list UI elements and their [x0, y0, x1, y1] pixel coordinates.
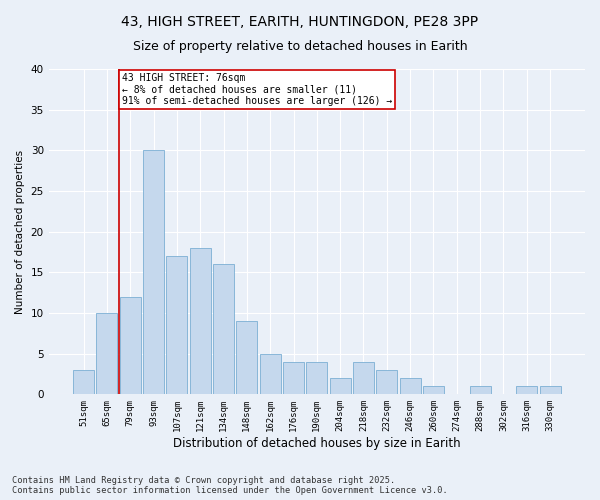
Text: 43, HIGH STREET, EARITH, HUNTINGDON, PE28 3PP: 43, HIGH STREET, EARITH, HUNTINGDON, PE2… — [121, 15, 479, 29]
Text: Contains HM Land Registry data © Crown copyright and database right 2025.
Contai: Contains HM Land Registry data © Crown c… — [12, 476, 448, 495]
Bar — [260, 354, 281, 395]
Bar — [539, 386, 560, 394]
Bar — [190, 248, 211, 394]
Y-axis label: Number of detached properties: Number of detached properties — [15, 150, 25, 314]
Bar — [97, 313, 118, 394]
X-axis label: Distribution of detached houses by size in Earith: Distribution of detached houses by size … — [173, 437, 461, 450]
Text: 43 HIGH STREET: 76sqm
← 8% of detached houses are smaller (11)
91% of semi-detac: 43 HIGH STREET: 76sqm ← 8% of detached h… — [122, 73, 392, 106]
Bar — [376, 370, 397, 394]
Bar — [400, 378, 421, 394]
Bar — [516, 386, 537, 394]
Text: Size of property relative to detached houses in Earith: Size of property relative to detached ho… — [133, 40, 467, 53]
Bar — [307, 362, 328, 394]
Bar — [143, 150, 164, 394]
Bar — [353, 362, 374, 394]
Bar — [73, 370, 94, 394]
Bar — [120, 296, 140, 394]
Bar — [470, 386, 491, 394]
Bar — [283, 362, 304, 394]
Bar — [423, 386, 444, 394]
Bar — [329, 378, 350, 394]
Bar — [213, 264, 234, 394]
Bar — [236, 321, 257, 394]
Bar — [166, 256, 187, 394]
